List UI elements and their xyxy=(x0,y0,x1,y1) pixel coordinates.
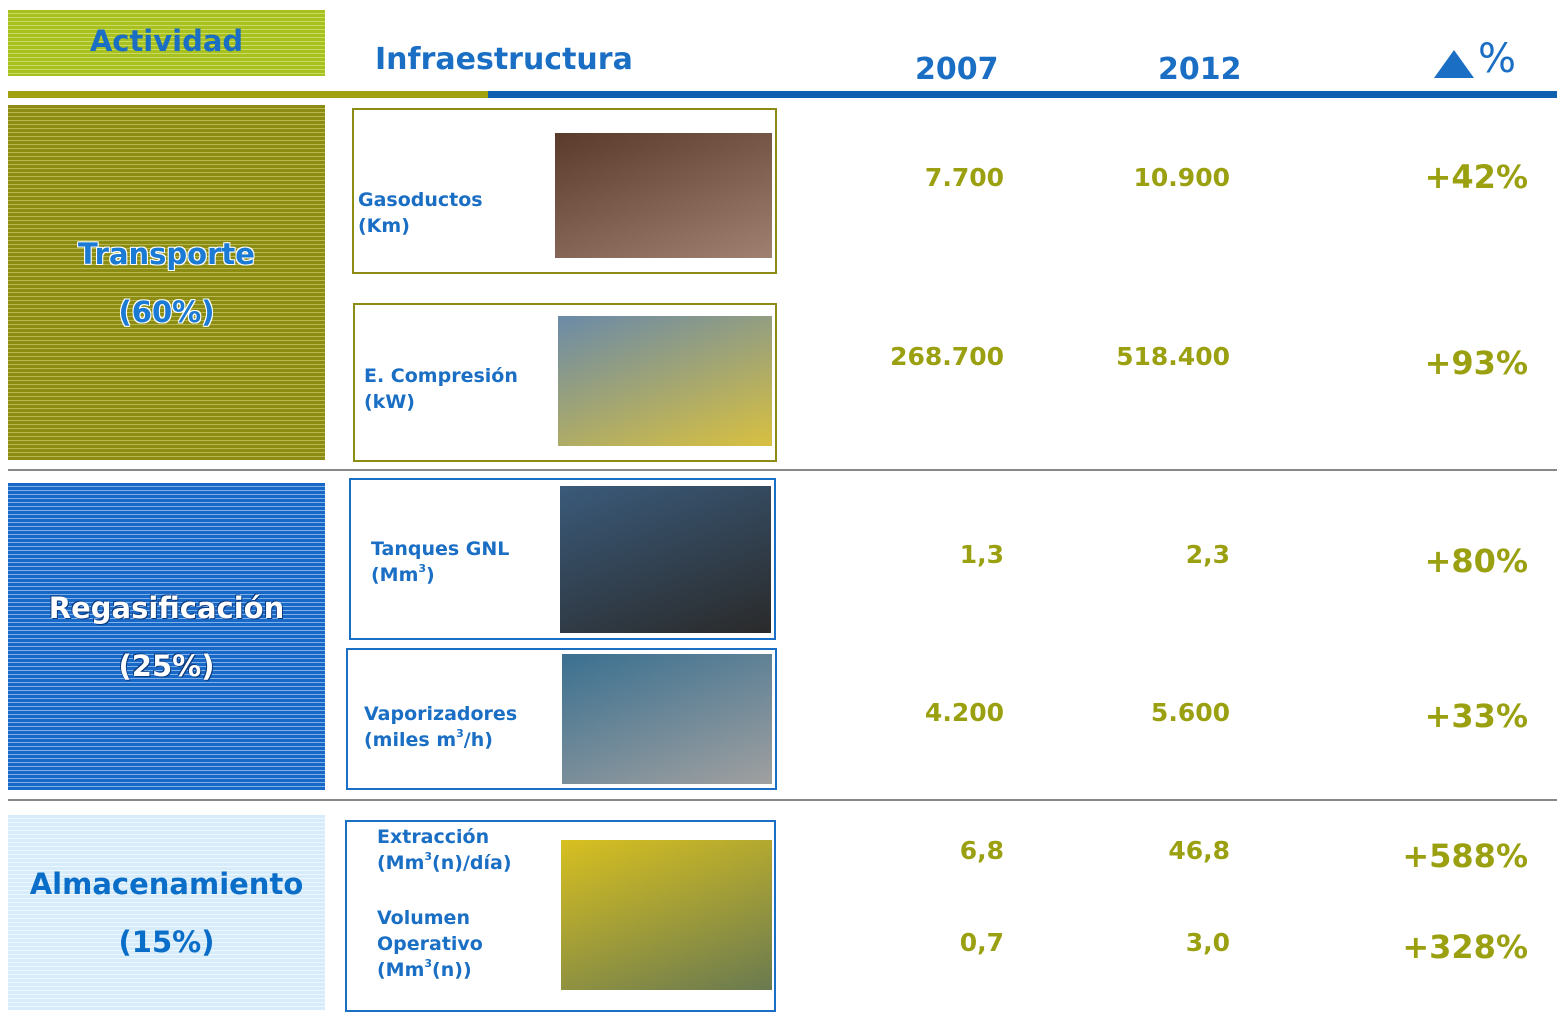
unit-part: 3 xyxy=(424,850,432,863)
unit-part: /h) xyxy=(464,729,493,751)
item-name: Tanques GNL xyxy=(371,536,509,562)
unit-part: (kW) xyxy=(364,391,415,413)
photo xyxy=(555,133,772,258)
separator xyxy=(8,799,1557,801)
photo xyxy=(558,316,772,446)
photo xyxy=(561,840,772,990)
unit-part: 3 xyxy=(456,727,464,740)
item-unit: (Mm3) xyxy=(371,562,509,588)
unit-part: 3 xyxy=(424,957,432,970)
item-label: E. Compresión(kW) xyxy=(364,363,518,415)
group-name: Regasificación xyxy=(49,579,284,637)
header-rule xyxy=(8,91,488,98)
photo xyxy=(560,486,771,633)
change-value: +93% xyxy=(1308,344,1528,382)
group-share: (25%) xyxy=(119,637,215,695)
group-share: (60%) xyxy=(119,283,215,341)
photo xyxy=(562,654,772,784)
item-label: Vaporizadores(miles m3/h) xyxy=(364,701,517,753)
separator xyxy=(8,469,1557,471)
value-2007: 4.200 xyxy=(784,698,1004,727)
unit-part: (Km) xyxy=(358,215,410,237)
unit-part: 3 xyxy=(418,562,426,575)
item-label: Tanques GNL(Mm3) xyxy=(371,536,509,588)
unit-part: ) xyxy=(426,564,435,586)
change-value: +328% xyxy=(1308,928,1528,966)
unit-part: (n)/día) xyxy=(432,852,511,874)
unit-part: (n)) xyxy=(432,959,472,981)
unit-part: (Mm xyxy=(377,852,424,874)
slide: {"header": {"actividad": "Actividad", "i… xyxy=(0,0,1557,1016)
infraestructura-header: Infraestructura xyxy=(375,42,633,77)
item-unit: (kW) xyxy=(364,389,518,415)
change-value: +80% xyxy=(1308,542,1528,580)
value-2012: 46,8 xyxy=(1010,836,1230,865)
item-name: Vaporizadores xyxy=(364,701,517,727)
change-header: % xyxy=(1478,36,1516,82)
value-2012: 518.400 xyxy=(1010,342,1230,371)
value-2007: 0,7 xyxy=(784,928,1004,957)
item-name: Operativo xyxy=(377,931,483,957)
item-unit: (Mm3(n)) xyxy=(377,957,483,983)
item-name: Gasoductos xyxy=(358,187,483,213)
item-name: E. Compresión xyxy=(364,363,518,389)
value-2007: 7.700 xyxy=(784,163,1004,192)
item-unit: (Km) xyxy=(358,213,483,239)
item-label: Gasoductos(Km) xyxy=(358,187,483,239)
value-2012: 3,0 xyxy=(1010,928,1230,957)
actividad-header: Actividad xyxy=(8,24,325,58)
change-value: +33% xyxy=(1308,697,1528,735)
group-share: (15%) xyxy=(119,913,215,971)
unit-part: (Mm xyxy=(377,959,424,981)
unit-part: (miles m xyxy=(364,729,456,751)
group-name: Almacenamiento xyxy=(30,855,304,913)
value-2007: 6,8 xyxy=(784,836,1004,865)
group-box: Transporte(60%) xyxy=(8,105,325,460)
year-header: 2007 xyxy=(915,52,999,87)
item-unit: (Mm3(n)/día) xyxy=(377,850,512,876)
item-name: Extracción xyxy=(377,824,512,850)
item-name: Volumen xyxy=(377,905,483,931)
header-rule xyxy=(488,91,1557,98)
value-2007: 1,3 xyxy=(784,540,1004,569)
group-name: Transporte xyxy=(78,225,255,283)
change-value: +42% xyxy=(1308,158,1528,196)
triangle-icon xyxy=(1432,48,1476,80)
value-2012: 5.600 xyxy=(1010,698,1230,727)
item-label: Extracción(Mm3(n)/día) xyxy=(377,824,512,876)
value-2012: 2,3 xyxy=(1010,540,1230,569)
group-box: Regasificación(25%) xyxy=(8,483,325,790)
item-unit: (miles m3/h) xyxy=(364,727,517,753)
change-value: +588% xyxy=(1308,837,1528,875)
value-2007: 268.700 xyxy=(784,342,1004,371)
group-box: Almacenamiento(15%) xyxy=(8,815,325,1010)
year-header: 2012 xyxy=(1158,52,1242,87)
unit-part: (Mm xyxy=(371,564,418,586)
value-2012: 10.900 xyxy=(1010,163,1230,192)
